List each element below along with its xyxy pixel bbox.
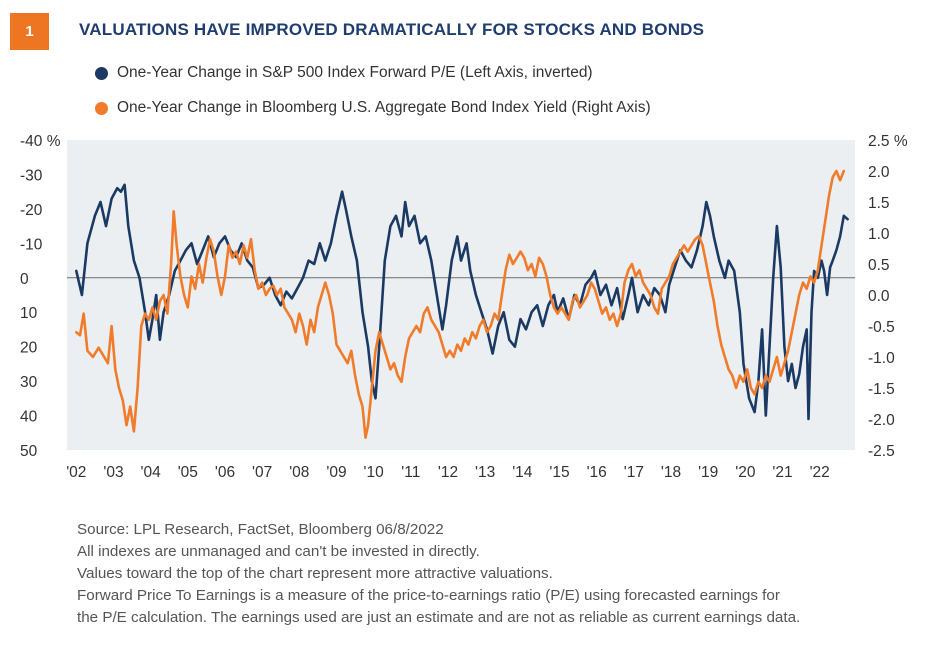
right-axis-tick-label: -1.0 (868, 350, 895, 367)
x-axis-tick-label: '03 (103, 464, 123, 481)
right-axis-tick-label: 0.0 (868, 288, 890, 305)
x-axis-tick-label: '09 (326, 464, 346, 481)
x-axis-tick-label: '13 (475, 464, 495, 481)
right-axis-tick-label: 1.5 (868, 195, 890, 212)
plot-background (67, 140, 855, 450)
x-axis-tick-label: '04 (141, 464, 162, 481)
x-axis-tick-label: '15 (549, 464, 569, 481)
chart-plot: -40 % -30 -20 -10 0 10 20 30 40 50 2.5 % 2.0 1.5 1.0 0… (20, 133, 908, 481)
legend-dot-pe-icon (95, 66, 108, 80)
left-axis-tick-label: -30 (20, 167, 43, 184)
right-axis-tick-label: 0.5 (868, 257, 890, 274)
x-axis-tick-label: '16 (587, 464, 607, 481)
legend-label-yield: One-Year Change in Bloomberg U.S. Aggreg… (117, 99, 651, 116)
right-axis-tick-label: 2.0 (868, 164, 890, 181)
left-axis-tick-label: -10 (20, 236, 43, 253)
x-axis-tick-label: '18 (661, 464, 681, 481)
x-axis-tick-label: '02 (66, 464, 86, 481)
x-axis-tick-label: '10 (364, 464, 385, 481)
footnote-pe-definition-cont: the P/E calculation. The earnings used a… (77, 609, 801, 626)
x-axis-tick-label: '20 (735, 464, 756, 481)
left-axis-tick-label: 50 (20, 443, 38, 460)
legend-label-pe: One-Year Change in S&P 500 Index Forward… (117, 64, 593, 81)
footnotes: Source: LPL Research, FactSet, Bloomberg… (77, 519, 800, 629)
left-axis-tick-label: 40 (20, 409, 38, 426)
legend-dot-yield-icon (95, 101, 108, 115)
left-axis-tick-label: -40 % (20, 133, 61, 150)
footnote-valuations: Values toward the top of the chart repre… (77, 565, 553, 582)
left-axis-tick-label: 20 (20, 340, 38, 357)
footnote-source: Source: LPL Research, FactSet, Bloomberg… (77, 521, 444, 538)
footnote-pe-definition: Forward Price To Earnings is a measure o… (77, 587, 780, 604)
left-axis-tick-label: 30 (20, 374, 38, 391)
x-axis-tick-label: '07 (252, 464, 272, 481)
chart-title: VALUATIONS HAVE IMPROVED DRAMATICALLY FO… (79, 20, 705, 39)
series-line-yield (75, 169, 846, 439)
x-axis-tick-label: '19 (698, 464, 718, 481)
legend-item-pe: One-Year Change in S&P 500 Index Forward… (95, 64, 593, 82)
left-axis-tick-label: 10 (20, 305, 38, 322)
left-axis-tick-label: -20 (20, 202, 43, 219)
right-axis-tick-label: -2.5 (868, 443, 895, 460)
right-axis-tick-label: -0.5 (868, 319, 895, 336)
right-axis-tick-label: 2.5 % (868, 133, 908, 150)
right-axis-tick-label: -2.0 (868, 412, 895, 429)
right-axis-tick-label: 1.0 (868, 226, 890, 243)
x-axis-tick-label: '08 (289, 464, 309, 481)
left-axis-tick-label: 0 (20, 271, 29, 288)
x-axis-tick-label: '22 (810, 464, 830, 481)
x-axis-tick-label: '12 (438, 464, 458, 481)
footnote-indexes: All indexes are unmanaged and can't be i… (77, 543, 480, 560)
x-axis-tick-label: '11 (401, 464, 420, 481)
right-axis-tick-label: -1.5 (868, 381, 895, 398)
legend-item-yield: One-Year Change in Bloomberg U.S. Aggreg… (95, 99, 651, 117)
x-axis-tick-label: '21 (772, 464, 792, 481)
x-axis-tick-label: '05 (178, 464, 198, 481)
figure-number-badge: 1 (10, 13, 49, 50)
x-axis-tick-label: '14 (512, 464, 533, 481)
x-axis-tick-label: '06 (215, 464, 235, 481)
x-axis-tick-label: '17 (624, 464, 644, 481)
